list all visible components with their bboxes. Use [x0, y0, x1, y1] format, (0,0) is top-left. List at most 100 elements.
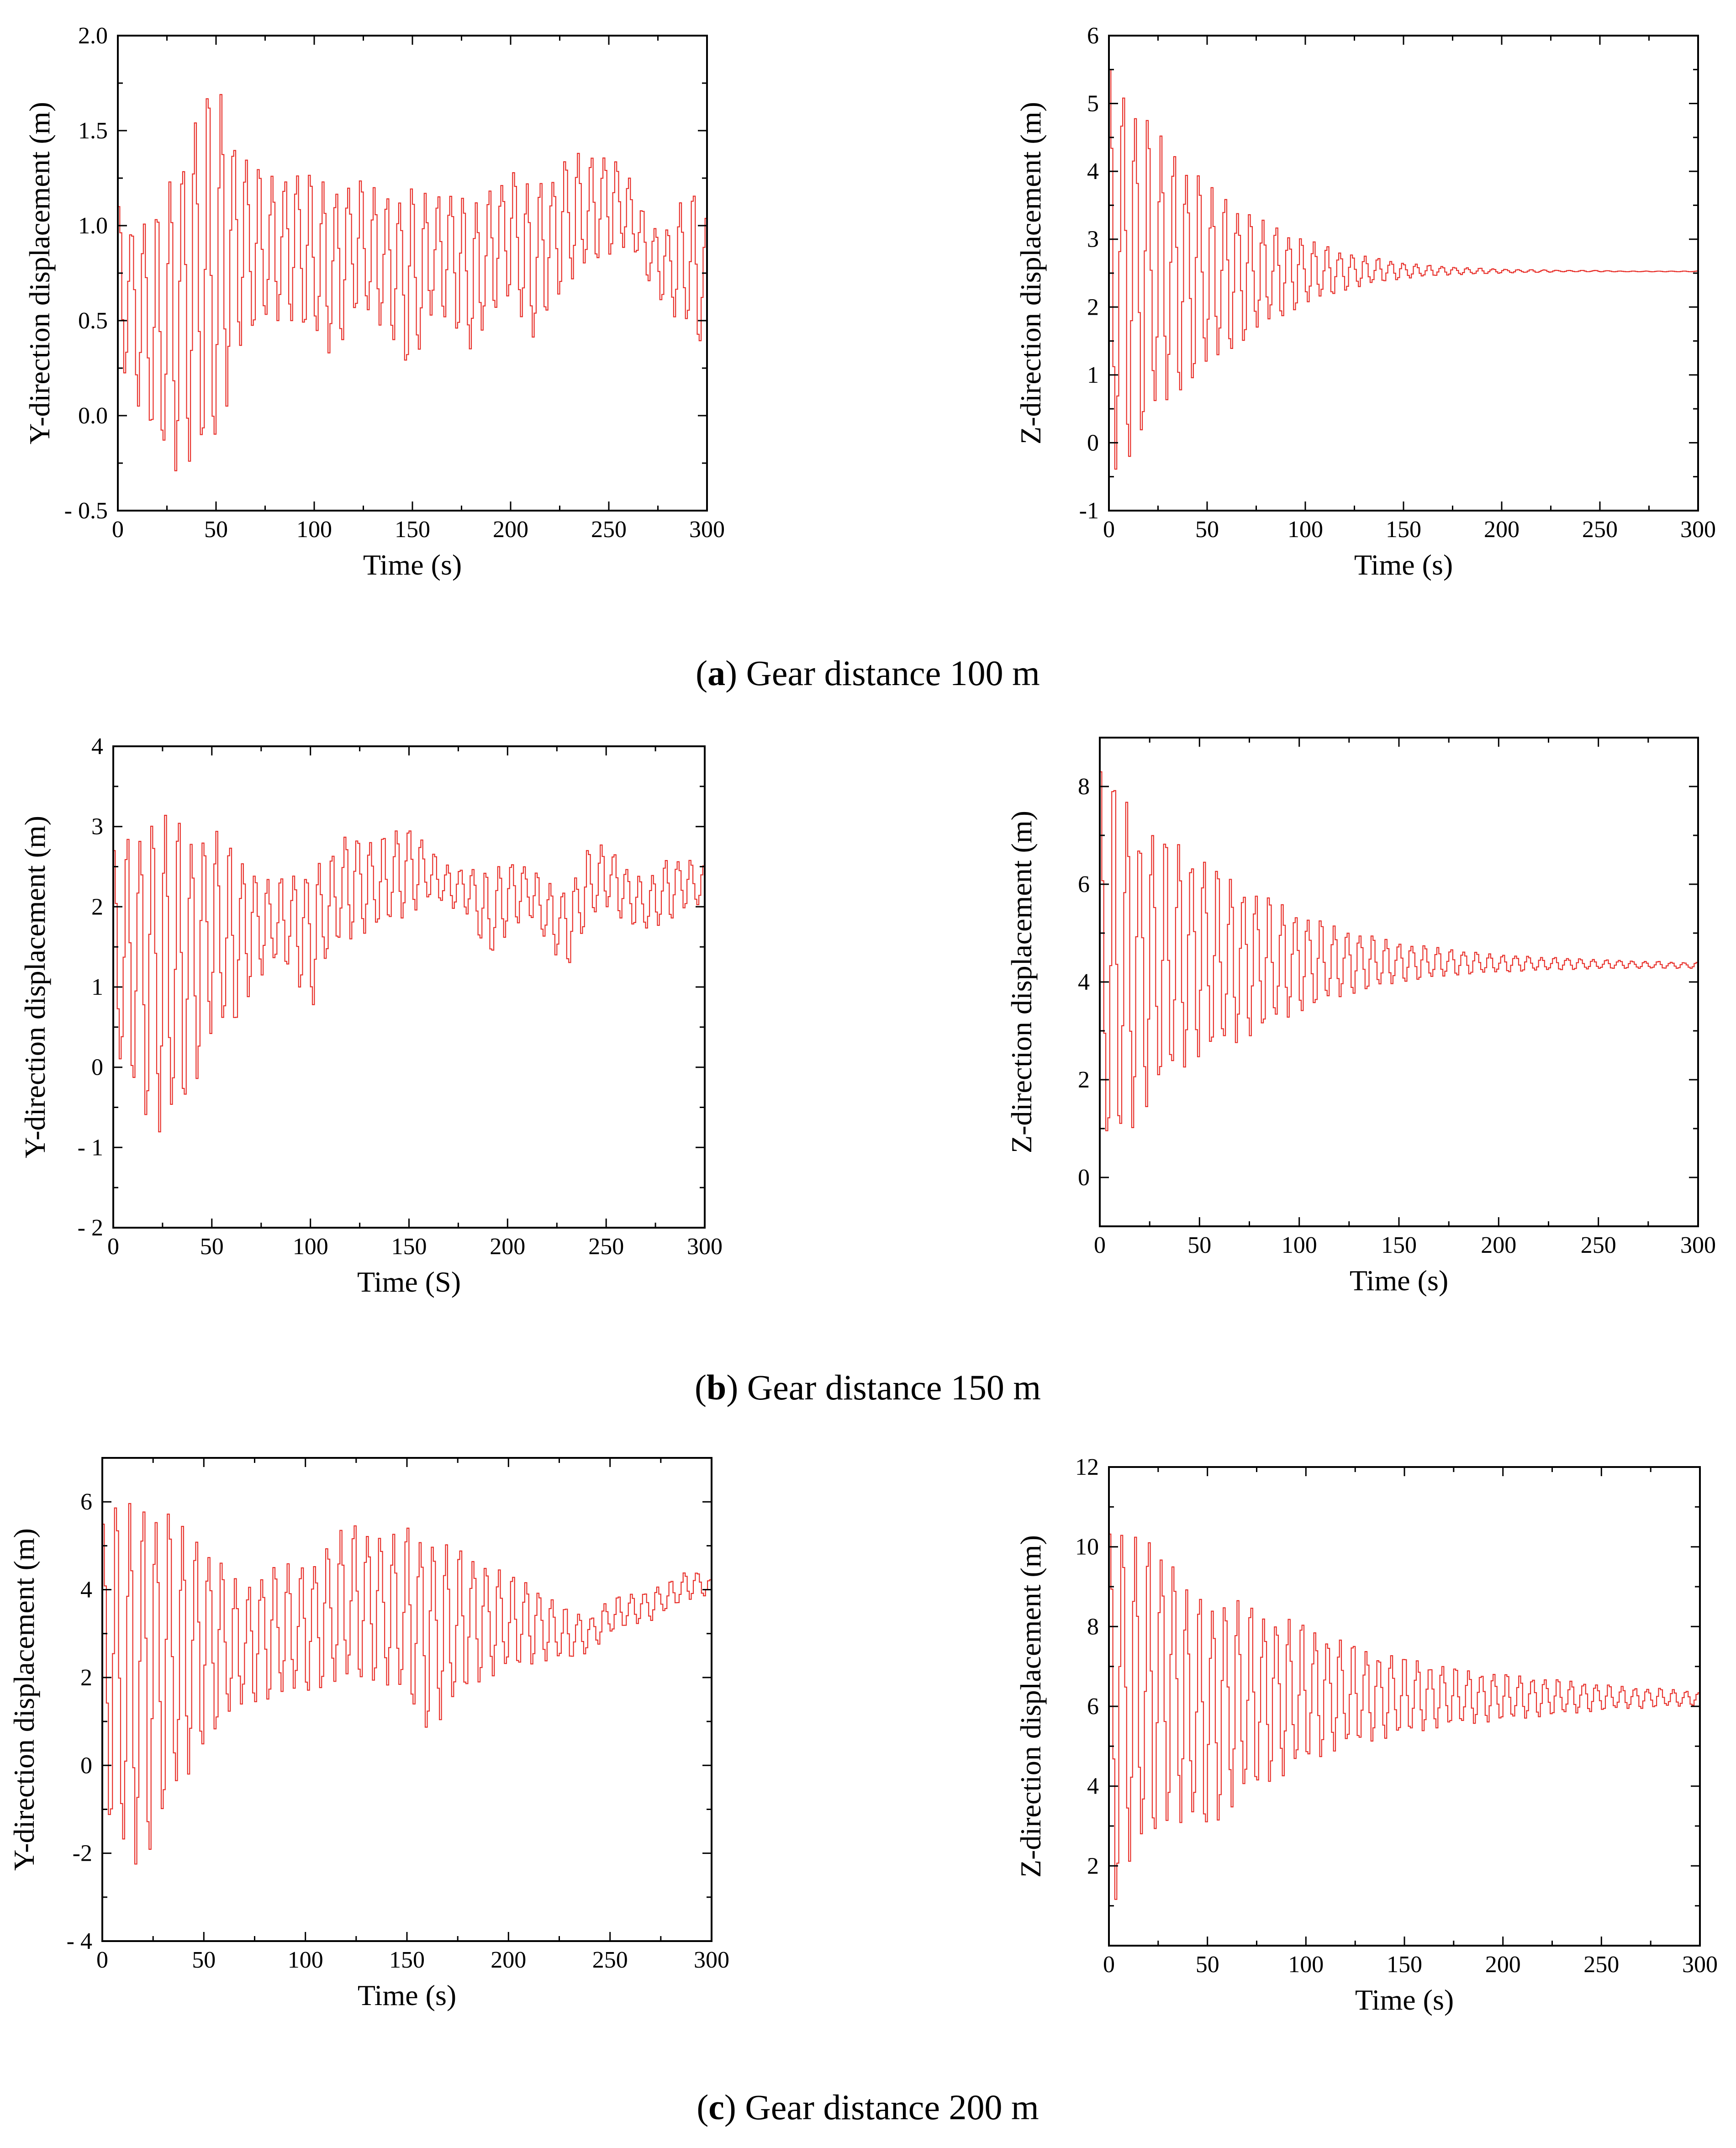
series-line-a-y	[118, 94, 708, 471]
y-tick-label: 8	[1078, 774, 1090, 800]
x-tick-label: 300	[1680, 517, 1716, 543]
y-axis-label: Y-direction displacement (m)	[23, 102, 56, 444]
x-tick-label: 200	[1481, 1232, 1516, 1258]
chart-a-y: 0 50 100 150 200 250 300 - 0.5 0.0 0.5 1.0 1.5 2.0 Ti…	[23, 23, 725, 581]
x-tick-label: 250	[1583, 1952, 1619, 1978]
caption-b: (b) Gear distance 150 m	[695, 1367, 1041, 1407]
x-tick-label: 300	[1682, 1952, 1718, 1978]
x-tick-label: 100	[1282, 1232, 1317, 1258]
x-tick-label: 150	[391, 1234, 427, 1260]
y-tick-label: 8	[1087, 1614, 1099, 1640]
caption-b-text: ) Gear distance 150 m	[726, 1367, 1041, 1407]
x-tick-label: 0	[107, 1234, 119, 1260]
y-tick-label: 0	[1087, 430, 1099, 456]
x-axis-label: Time (s)	[1350, 1264, 1448, 1297]
y-tick-label: 6	[1087, 23, 1099, 49]
y-tick-label: 3	[1087, 227, 1099, 253]
x-tick-label: 100	[293, 1234, 328, 1260]
chart-panels: 0 50 100 150 200 250 300- 0.50.00.51.01.52.0Ti…	[8, 23, 1718, 2016]
y-tick-label: 2	[91, 894, 103, 920]
x-tick-label: 250	[1582, 517, 1618, 543]
x-tick-label: 150	[1381, 1232, 1417, 1258]
series-line-b-y	[113, 815, 706, 1133]
series-line-c-y	[102, 1503, 712, 1865]
y-tick-label: -1	[1079, 498, 1099, 524]
x-tick-label: 0	[1103, 1952, 1115, 1978]
series-line-c-z	[1109, 1533, 1701, 1900]
x-tick-label: 250	[588, 1234, 624, 1260]
y-tick-label: 4	[1078, 969, 1090, 995]
y-tick-label: 4	[80, 1577, 92, 1603]
caption-c: (c) Gear distance 200 m	[697, 2087, 1039, 2127]
caption-a: (a) Gear distance 100 m	[696, 653, 1040, 693]
x-tick-label: 150	[1387, 1952, 1422, 1978]
x-tick-label: 0	[96, 1947, 108, 1973]
x-axis-label: Time (s)	[363, 549, 462, 581]
x-tick-label: 250	[591, 517, 627, 543]
x-tick-label: 150	[389, 1947, 425, 1973]
x-tick-label: 200	[491, 1947, 526, 1973]
x-tick-label: 50	[1187, 1232, 1211, 1258]
x-tick-label: 50	[200, 1234, 224, 1260]
y-tick-label: -2	[73, 1841, 92, 1867]
series-line-a-z	[1109, 69, 1699, 470]
y-tick-label: 0.5	[78, 308, 108, 334]
caption-b-letter: b	[707, 1367, 726, 1407]
caption-a-text: ) Gear distance 100 m	[725, 653, 1040, 693]
y-tick-label: 2	[80, 1665, 92, 1691]
x-tick-label: 300	[1680, 1232, 1716, 1258]
y-tick-label: 1	[91, 974, 103, 1000]
chart-b-z: 0 50 100 150 200 250 300 0 2 4 6 8 Time (s) Z-directi…	[1005, 737, 1716, 1297]
x-tick-label: 300	[689, 517, 725, 543]
x-tick-label: 300	[687, 1234, 723, 1260]
y-tick-label: 4	[91, 734, 103, 760]
chart-b-y: 0 50 100 150 200 250 300 - 2 - 1 0 1 2 3 4 Time (S) Y-d…	[19, 734, 723, 1298]
caption-c-letter: c	[708, 2087, 724, 2127]
plot-frame-a-z	[1108, 35, 1699, 512]
x-axis-label: Time (S)	[357, 1266, 461, 1298]
x-tick-label: 200	[1484, 517, 1520, 543]
x-tick-label: 200	[490, 1234, 525, 1260]
x-axis-label: Time (s)	[358, 1979, 456, 2011]
plot-frame-b-y	[112, 745, 706, 1229]
chart-c-y: 0 50 100 150 200 250 300 - 4 -2 0 2 4 6 Time (s) Y-dir…	[8, 1457, 729, 2011]
y-axis-label: Z-direction displacement (m)	[1005, 811, 1038, 1153]
x-tick-label: 100	[1287, 517, 1323, 543]
y-tick-label: 12	[1075, 1454, 1099, 1480]
x-tick-label: 250	[1581, 1232, 1616, 1258]
x-tick-label: 0	[112, 517, 124, 543]
y-tick-label: 1	[1087, 362, 1099, 388]
y-tick-label: 6	[80, 1489, 92, 1515]
x-tick-label: 100	[1288, 1952, 1324, 1978]
x-tick-label: 150	[1386, 517, 1421, 543]
x-tick-label: 150	[395, 517, 430, 543]
x-tick-label: 0	[1103, 517, 1115, 543]
y-tick-label: - 0.5	[64, 498, 108, 524]
y-tick-label: 6	[1087, 1694, 1099, 1720]
y-tick-label: 3	[91, 814, 103, 840]
y-tick-label: 4	[1087, 1773, 1099, 1800]
caption-a-letter: a	[707, 653, 725, 693]
x-axis-label: Time (s)	[1354, 549, 1453, 581]
y-tick-label: 0	[1078, 1165, 1090, 1191]
y-tick-label: 2.0	[78, 23, 108, 49]
y-tick-label: 4	[1087, 158, 1099, 185]
y-tick-label: 0.0	[78, 403, 108, 429]
y-tick-label: - 4	[67, 1928, 92, 1954]
x-tick-label: 300	[694, 1947, 729, 1973]
chart-c-z: 0 50 100 150 200 250 300 2 4 6 8 10 12 Time (s) Z-dire…	[1014, 1454, 1718, 2016]
y-tick-label: 6	[1078, 871, 1090, 897]
x-tick-label: 200	[493, 517, 528, 543]
y-tick-label: 1.0	[78, 213, 108, 239]
y-tick-label: 10	[1075, 1534, 1099, 1560]
x-tick-label: 50	[192, 1947, 216, 1973]
x-tick-label: 200	[1485, 1952, 1521, 1978]
y-tick-label: 1.5	[78, 118, 108, 144]
y-axis-label: Y-direction displacement (m)	[8, 1528, 40, 1871]
x-tick-label: 250	[592, 1947, 628, 1973]
y-axis-label: Z-direction displacement (m)	[1014, 102, 1047, 444]
x-axis-label: Time (s)	[1355, 1984, 1454, 2016]
y-tick-label: 5	[1087, 91, 1099, 117]
